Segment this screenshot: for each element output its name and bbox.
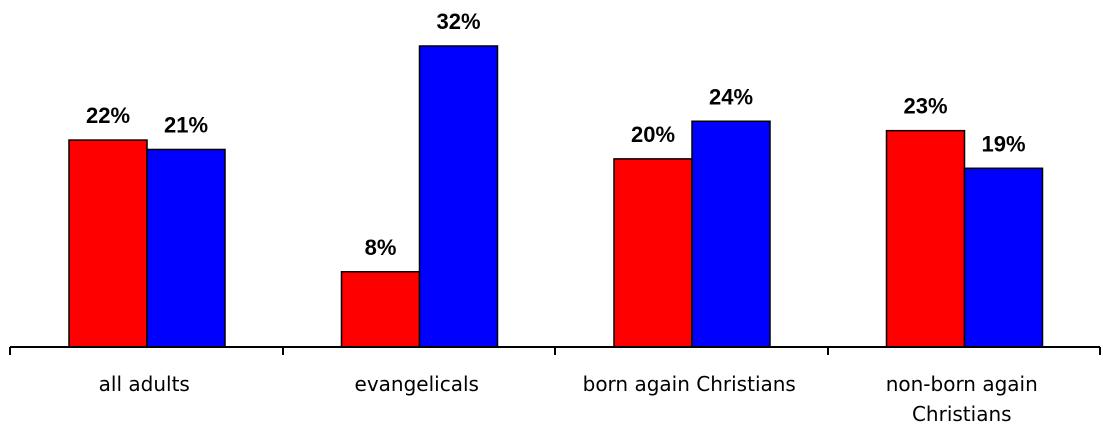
category-label-4-line2: Christians bbox=[912, 402, 1012, 426]
value-label-series2-4: 19% bbox=[981, 131, 1025, 156]
value-label-series1-4: 23% bbox=[903, 94, 947, 119]
bar-series2-4 bbox=[963, 167, 1044, 348]
value-label-series1-1: 22% bbox=[86, 103, 130, 128]
value-label-series1-3: 20% bbox=[631, 122, 675, 147]
bar-series2-3 bbox=[691, 120, 771, 348]
category-labels-group: all adults evangelicals born again Christi… bbox=[99, 372, 1038, 426]
bar-series1-2 bbox=[340, 271, 421, 348]
bar-series2-1 bbox=[146, 148, 226, 348]
category-label-3: born again Christians bbox=[583, 372, 796, 396]
category-label-2: evangelicals bbox=[355, 372, 479, 396]
bar-series1-1 bbox=[68, 139, 148, 348]
value-label-series2-1: 21% bbox=[164, 112, 208, 137]
value-labels-group: 22% 21% 8% 32% 20% 24% 23% 19% bbox=[86, 9, 1026, 260]
bar-series2-2 bbox=[418, 45, 499, 348]
category-label-1: all adults bbox=[99, 372, 190, 396]
value-label-series2-2: 32% bbox=[436, 9, 480, 34]
bar-series1-4 bbox=[885, 129, 966, 348]
bar-series1-3 bbox=[613, 158, 693, 348]
x-axis bbox=[9, 346, 1101, 355]
bars-group bbox=[68, 45, 1044, 348]
value-label-series1-2: 8% bbox=[365, 235, 397, 260]
category-label-4-line1: non-born again bbox=[886, 372, 1038, 396]
value-label-series2-3: 24% bbox=[709, 84, 753, 109]
